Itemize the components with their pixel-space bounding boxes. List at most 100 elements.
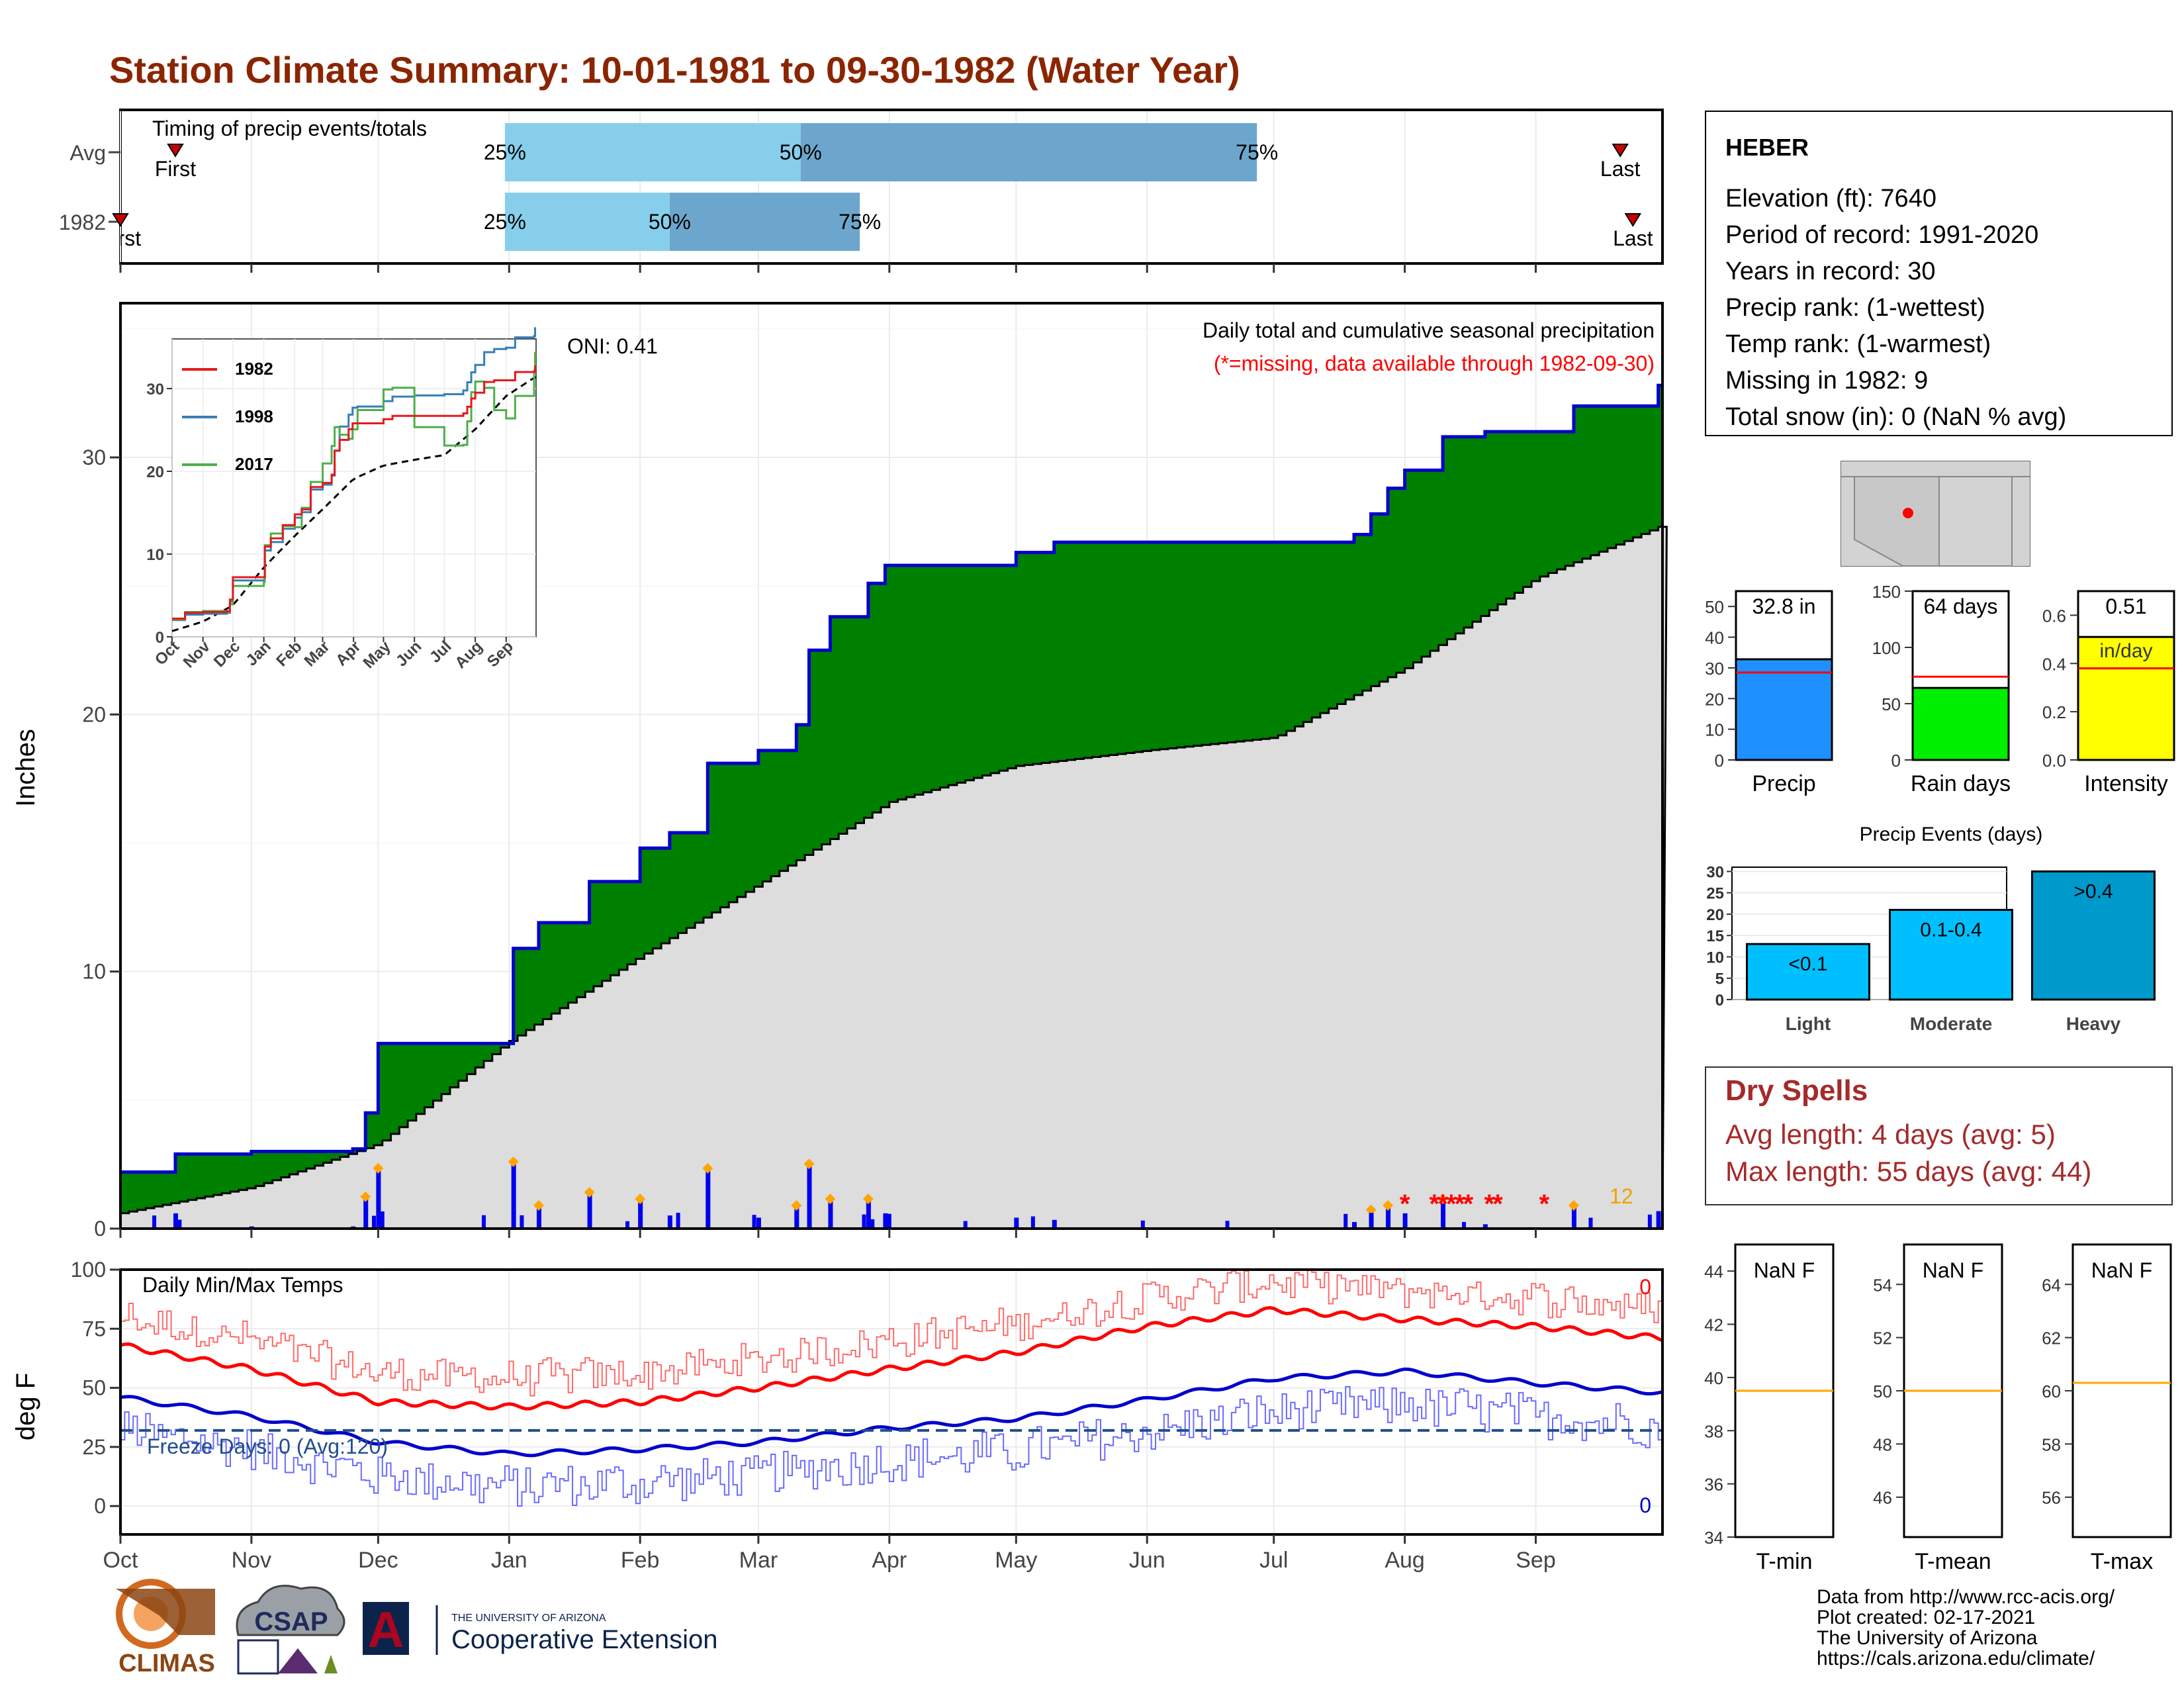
heavy-event-marker	[360, 1191, 371, 1202]
timing-label: Timing of precip events/totals	[152, 117, 427, 140]
daily-precip-bar	[536, 1206, 541, 1229]
daily-precip-bar	[173, 1213, 178, 1229]
timing-panel: Timing of precip events/totals Avg 25% 50%…	[59, 109, 1664, 273]
heavy-event-marker	[825, 1194, 836, 1205]
summary-bar-label: Intensity	[2084, 771, 2168, 796]
inset-legend: 1982 1998 2017	[182, 359, 273, 474]
summary-bar-value	[1735, 658, 1833, 761]
summary-bar-text: 64 days	[1923, 594, 1997, 618]
daily-min-temp-line	[120, 1385, 1662, 1507]
locator-map	[1841, 461, 2030, 567]
station-info-box: HEBER Elevation (ft): 7640 Period of reco…	[1705, 111, 2173, 436]
station-info-line: Total snow (in): 0 (NaN % avg)	[1725, 403, 2066, 431]
inset-y-tick: 20	[146, 463, 164, 481]
temp-panel: 0 25 50 75 100 Oct Nov Dec Jan Feb Mar Apr May Jun Ju…	[11, 1258, 1664, 1573]
month-tick-label: Dec	[358, 1548, 398, 1573]
inset-y-tick: 0	[156, 629, 164, 647]
summary-bar-tick: 10	[1705, 720, 1724, 740]
summary-bar-tick: 30	[1705, 659, 1724, 679]
events-category-label: Heavy	[2066, 1013, 2121, 1034]
summary-bar-unit: in/day	[2099, 640, 2152, 662]
summary-bar-tick: 50	[1705, 597, 1724, 617]
station-info-line: Missing in 1982: 9	[1725, 367, 1928, 395]
daily-precip-bar	[638, 1200, 643, 1229]
inset-line-1998	[172, 327, 536, 622]
summary-bar-tick: 100	[1872, 638, 1901, 658]
timing-first-marker	[112, 213, 129, 227]
temp-box-t-max: NaN F 56 58 60 62 64 T-max	[2042, 1243, 2172, 1574]
temp-box-tick: 48	[1873, 1434, 1892, 1454]
daily-precip-bar	[794, 1213, 799, 1229]
daily-precip-bar	[667, 1215, 672, 1229]
inset-average-line	[171, 376, 537, 632]
average-precip-area	[119, 526, 1668, 1230]
heavy-event-marker	[1437, 1194, 1449, 1205]
credit-line-4: https://cals.arizona.edu/climate/	[1817, 1648, 2095, 1669]
heavy-event-marker	[508, 1156, 519, 1167]
events-y-tick: 25	[1706, 885, 1724, 903]
daily-precip-bar	[866, 1200, 871, 1229]
month-tick-label: Aug	[1385, 1548, 1425, 1573]
timing-bar-25-50	[504, 123, 801, 181]
summary-bar-intensity: 0.51 in/day 0.0 0.2 0.4 0.6 Intensity	[2042, 590, 2175, 796]
csap-text: CSAP	[254, 1607, 328, 1636]
daily-precip-bar	[1052, 1219, 1057, 1229]
daily-precip-bar	[1402, 1213, 1408, 1229]
timing-first-marker	[167, 144, 184, 158]
daily-precip-bar	[1352, 1222, 1357, 1229]
summary-bar-text: 0.51	[2105, 594, 2146, 618]
avg-max-temp-line	[120, 1305, 1662, 1411]
heavy-event-marker	[791, 1199, 802, 1211]
timing-p75-label: 75%	[839, 210, 881, 234]
temp-box-tick: 42	[1704, 1315, 1723, 1335]
station-location-marker	[1903, 508, 1913, 518]
summary-bar-label: Rain days	[1911, 771, 2011, 796]
daily-precip-bar	[828, 1200, 833, 1229]
heavy-event-marker	[635, 1194, 646, 1205]
daily-precip-bar	[752, 1215, 756, 1229]
summary-bar-precip: 32.8 in 0 10 20 30 40 50 Precip	[1705, 590, 1833, 796]
heavy-event-marker	[1568, 1199, 1579, 1211]
timing-row-1982: 1982 25% 50% 75% First Last	[59, 193, 1653, 251]
temp-box-tick: 34	[1704, 1528, 1723, 1548]
cumulative-precip-line	[120, 383, 1662, 1174]
missing-day-marker: *	[1446, 1190, 1457, 1219]
summary-bar-tick: 0.6	[2042, 606, 2066, 626]
temp-box-tick: 54	[1873, 1275, 1892, 1295]
timing-p25-label: 25%	[484, 210, 526, 234]
timing-last-label: Last	[1613, 226, 1653, 250]
daily-precip-bar	[625, 1221, 630, 1229]
daily-precip-bar	[963, 1221, 968, 1229]
station-lines: Elevation (ft): 7640 Period of record: 19…	[1725, 185, 2066, 431]
events-y-tick: 10	[1706, 949, 1724, 966]
timing-p50-label: 50%	[649, 210, 691, 234]
daily-precip-bar	[756, 1217, 761, 1229]
map-border-newmexico	[1938, 476, 2013, 567]
precip-caption: Daily total and cumulative seasonal prec…	[1203, 318, 1655, 342]
missing-day-marker: *	[1463, 1190, 1474, 1219]
events-bar-label: 0.1-0.4	[1920, 919, 1981, 941]
temp-box-label: T-max	[2091, 1549, 2153, 1574]
missing-note: (*=missing, data available through 1982-…	[1214, 352, 1655, 375]
events-category-label: Light	[1786, 1013, 1831, 1034]
temp-box-tick: 58	[2042, 1434, 2061, 1454]
missing-count: 12	[1610, 1184, 1633, 1208]
heavy-event-marker	[702, 1162, 713, 1174]
missing-day-marker: *	[1539, 1190, 1549, 1219]
daily-precip-bar	[1441, 1200, 1446, 1229]
daily-precip-bar	[1571, 1206, 1576, 1229]
temp-box-tick: 64	[2042, 1275, 2061, 1295]
heavy-event-marker	[1365, 1204, 1377, 1215]
temp-y-tick: 0	[94, 1494, 106, 1518]
missing-markers: * ***** ** *	[1400, 1190, 1550, 1219]
temp-box-label: T-mean	[1915, 1549, 1991, 1574]
missing-day-marker: *	[1492, 1190, 1503, 1219]
temp-box-t-mean: NaN F 46 48 50 52 54 T-mean	[1873, 1243, 2003, 1574]
inset-legend-label: 1982	[235, 359, 273, 379]
events-bar-label: <0.1	[1788, 953, 1827, 975]
timing-bar-25-50	[504, 193, 670, 251]
month-tick-label: May	[995, 1548, 1037, 1573]
month-axis: Oct Nov Dec Jan Feb Mar Apr May Jun Jul Aug Sep	[103, 1534, 1556, 1573]
